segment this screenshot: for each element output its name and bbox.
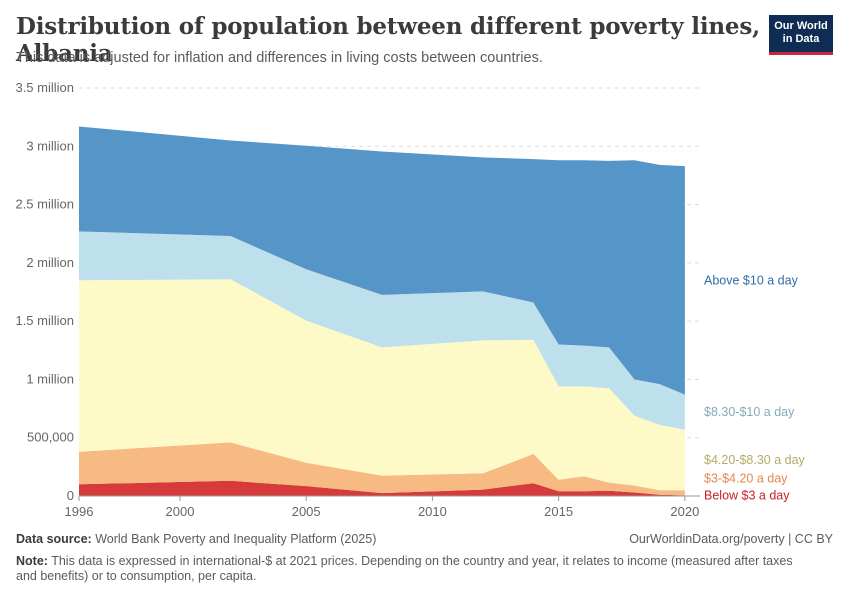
- owid-logo[interactable]: Our World in Data: [769, 15, 833, 55]
- area-above-10-a-day: [79, 126, 685, 395]
- source-text[interactable]: World Bank Poverty and Inequality Platfo…: [95, 532, 377, 546]
- x-axis-ticks: 1996 2000 2005 2010 2015 2020: [65, 496, 699, 519]
- area--4-20-8-30-a-day: [79, 279, 685, 491]
- area--8-30-10-a-day: [79, 231, 685, 430]
- area-below-3-a-day: [79, 480, 685, 496]
- series-label: $8.30-$10 a day: [704, 405, 795, 419]
- y-tick-label: 1 million: [26, 371, 74, 386]
- series-labels: Below $3 a day $3-$4.20 a day $4.20-$8.30 …: [704, 273, 806, 502]
- y-tick-label: 3.5 million: [15, 80, 74, 95]
- series-label: $4.20-$8.30 a day: [704, 453, 806, 467]
- y-tick-label: 2 million: [26, 255, 74, 270]
- note-label: Note:: [16, 554, 48, 568]
- data-source: Data source: World Bank Poverty and Ineq…: [16, 532, 376, 546]
- stacked-area-chart: 0 500,000 1 million 1.5 million 2 million 2.5…: [15, 80, 806, 519]
- logo-line-2: in Data: [782, 33, 820, 45]
- y-tick-label: 0: [67, 488, 74, 503]
- series-label: Below $3 a day: [704, 489, 790, 503]
- chart-title: Distribution of population between diffe…: [16, 13, 760, 67]
- y-tick-label: 2.5 million: [15, 197, 74, 212]
- x-tick-label: 2000: [166, 504, 195, 519]
- logo-line-1: Our World: [774, 20, 828, 32]
- x-tick-label: 1996: [65, 504, 94, 519]
- y-tick-label: 500,000: [27, 430, 74, 445]
- area--3-4-20-a-day: [79, 442, 685, 496]
- license-link[interactable]: OurWorldinData.org/poverty | CC BY: [629, 532, 833, 546]
- series-label: $3-$4.20 a day: [704, 472, 788, 486]
- series-label: Above $10 a day: [704, 273, 799, 287]
- y-axis-ticks: 0 500,000 1 million 1.5 million 2 million 2.5…: [15, 80, 74, 503]
- y-tick-label: 3 million: [26, 138, 74, 153]
- area-series: [79, 126, 700, 497]
- chart-note: Note: This data is expressed in internat…: [16, 554, 816, 584]
- source-label: Data source:: [16, 532, 92, 546]
- y-tick-label: 1.5 million: [15, 313, 74, 328]
- chart-subtitle: This data is adjusted for inflation and …: [16, 50, 543, 66]
- x-tick-label: 2020: [670, 504, 699, 519]
- x-tick-label: 2010: [418, 504, 447, 519]
- x-tick-label: 2015: [544, 504, 573, 519]
- x-tick-label: 2005: [292, 504, 321, 519]
- note-text: This data is expressed in international-…: [16, 554, 793, 583]
